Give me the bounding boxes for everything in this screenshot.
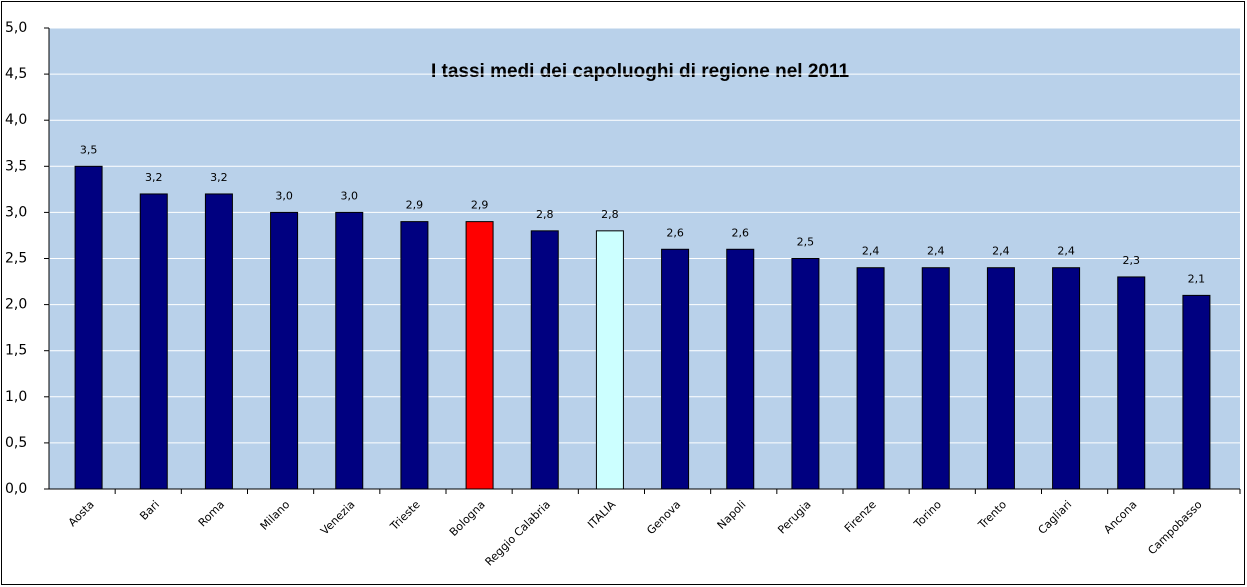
- bar: [1182, 294, 1211, 490]
- value-label: 2,4: [927, 245, 945, 258]
- value-label: 2,8: [536, 208, 554, 221]
- value-label: 2,9: [406, 199, 424, 212]
- value-label: 3,5: [80, 143, 98, 156]
- value-label: 3,2: [145, 171, 163, 184]
- y-tick-label: 2,5: [5, 251, 27, 267]
- y-tick-label: 2,0: [5, 297, 27, 313]
- y-tick-label: 0,5: [5, 435, 27, 451]
- value-label: 2,4: [862, 245, 880, 258]
- bar: [986, 267, 1015, 490]
- value-label: 3,2: [210, 171, 228, 184]
- chart-title: I tassi medi dei capoluoghi di regione n…: [431, 61, 850, 82]
- bar: [400, 221, 429, 490]
- y-tick-label: 3,0: [5, 204, 27, 220]
- y-tick-label: 3,5: [5, 158, 27, 174]
- bar: [595, 230, 624, 490]
- bar: [921, 267, 950, 490]
- bar: [1052, 267, 1081, 490]
- bar: [270, 211, 299, 490]
- value-label: 2,8: [601, 208, 619, 221]
- value-label: 2,6: [732, 226, 750, 239]
- bar: [335, 211, 364, 490]
- y-tick-label: 4,5: [5, 66, 27, 82]
- value-label: 2,5: [797, 236, 815, 249]
- y-tick-label: 1,5: [5, 343, 27, 359]
- y-tick-label: 0,0: [5, 481, 27, 497]
- bar: [1117, 276, 1146, 490]
- bar: [204, 193, 233, 490]
- bar: [139, 193, 168, 490]
- value-label: 2,3: [1123, 254, 1141, 267]
- value-label: 2,4: [992, 245, 1010, 258]
- value-label: 2,6: [666, 226, 684, 239]
- bar: [530, 230, 559, 490]
- bar: [74, 165, 103, 490]
- bar: [856, 267, 885, 490]
- bar: [661, 248, 690, 490]
- value-label: 3,0: [275, 189, 293, 202]
- bar: [465, 221, 494, 490]
- value-label: 2,9: [471, 199, 489, 212]
- y-tick-label: 5,0: [5, 20, 27, 36]
- y-tick-label: 4,0: [5, 112, 27, 128]
- value-label: 2,4: [1057, 245, 1075, 258]
- bar: [791, 258, 820, 490]
- value-label: 2,1: [1188, 272, 1206, 285]
- value-label: 3,0: [341, 189, 359, 202]
- bar: [726, 248, 755, 490]
- y-tick-label: 1,0: [5, 389, 27, 405]
